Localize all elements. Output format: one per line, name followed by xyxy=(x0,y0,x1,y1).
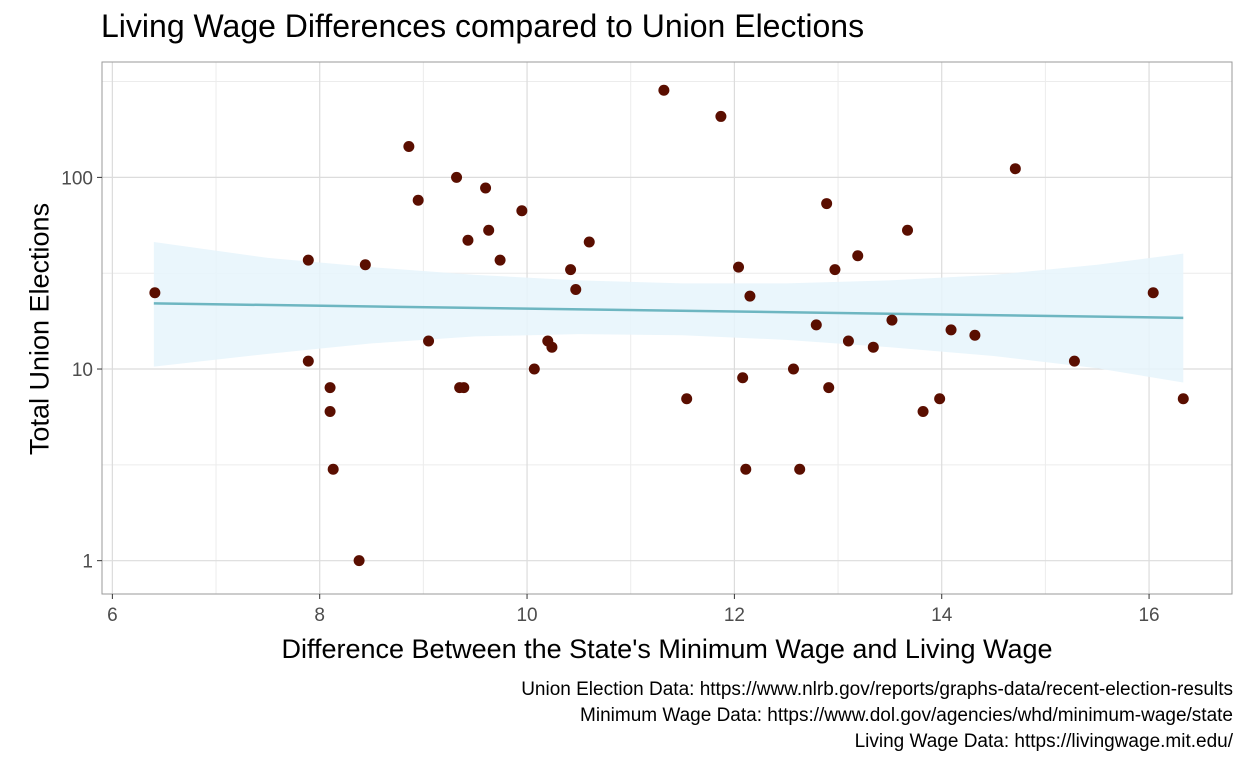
y-axis-label: Total Union Elections xyxy=(24,202,55,456)
data-point xyxy=(1009,163,1021,175)
data-point xyxy=(867,341,879,353)
data-point xyxy=(842,335,854,347)
data-point xyxy=(403,140,415,152)
data-point xyxy=(528,363,540,375)
x-axis-label: Difference Between the State's Minimum W… xyxy=(281,634,1053,664)
data-point xyxy=(794,463,806,475)
chart-title: Living Wage Differences compared to Unio… xyxy=(101,8,865,44)
data-point xyxy=(715,110,727,122)
y-tick-label: 10 xyxy=(72,360,93,381)
data-point xyxy=(483,224,495,236)
data-point xyxy=(821,198,833,210)
data-point xyxy=(324,406,336,418)
data-point xyxy=(462,234,474,246)
data-point xyxy=(934,393,946,405)
x-tick-label: 8 xyxy=(314,605,325,626)
confidence-band xyxy=(153,242,1184,383)
data-point xyxy=(423,335,435,347)
data-point xyxy=(744,290,756,302)
data-point xyxy=(969,329,981,341)
trend-line xyxy=(153,302,1184,320)
confidence-band-area xyxy=(153,242,1184,383)
data-point xyxy=(945,324,957,336)
data-point xyxy=(353,555,365,567)
data-point xyxy=(740,463,752,475)
y-tick-label: 100 xyxy=(61,168,93,189)
data-point xyxy=(658,84,670,96)
data-point xyxy=(902,224,914,236)
data-point xyxy=(570,283,582,295)
data-point xyxy=(149,287,161,299)
x-tick-label: 16 xyxy=(1138,605,1159,626)
x-tick-label: 10 xyxy=(516,605,537,626)
data-point xyxy=(324,382,336,394)
data-point xyxy=(829,264,841,276)
data-point xyxy=(480,182,492,194)
data-point xyxy=(1177,393,1189,405)
data-points xyxy=(149,84,1189,567)
data-point xyxy=(565,264,577,276)
data-point xyxy=(458,382,470,394)
data-point xyxy=(1147,287,1159,299)
data-point xyxy=(1068,355,1080,367)
data-point xyxy=(917,406,929,418)
y-tick-label: 1 xyxy=(82,552,93,573)
x-tick-label: 14 xyxy=(931,605,953,626)
data-point xyxy=(546,341,558,353)
data-point xyxy=(302,254,314,266)
data-point xyxy=(886,314,898,326)
data-point xyxy=(516,205,528,217)
x-tick-label: 6 xyxy=(107,605,118,626)
data-point xyxy=(823,382,835,394)
caption-living-wage-source: Living Wage Data: https://livingwage.mit… xyxy=(854,731,1233,752)
caption-union-election-source: Union Election Data: https://www.nlrb.go… xyxy=(521,679,1233,700)
data-point xyxy=(733,261,745,273)
data-point xyxy=(810,319,822,331)
data-point xyxy=(451,171,463,183)
data-point xyxy=(327,463,339,475)
data-point xyxy=(681,393,693,405)
panel-border xyxy=(101,61,1233,595)
data-point xyxy=(852,250,864,262)
data-point xyxy=(737,372,749,384)
data-point xyxy=(494,254,506,266)
axis-ticks: 6 8 10 12 14 16 1 10 100 xyxy=(61,168,1159,626)
caption-minimum-wage-source: Minimum Wage Data: https://www.dol.gov/a… xyxy=(580,705,1233,726)
trend-line-path xyxy=(153,302,1184,320)
data-point xyxy=(302,355,314,367)
data-point xyxy=(787,363,799,375)
data-point xyxy=(359,259,371,271)
x-tick-label: 12 xyxy=(724,605,745,626)
data-point xyxy=(412,194,424,206)
data-point xyxy=(583,236,595,248)
